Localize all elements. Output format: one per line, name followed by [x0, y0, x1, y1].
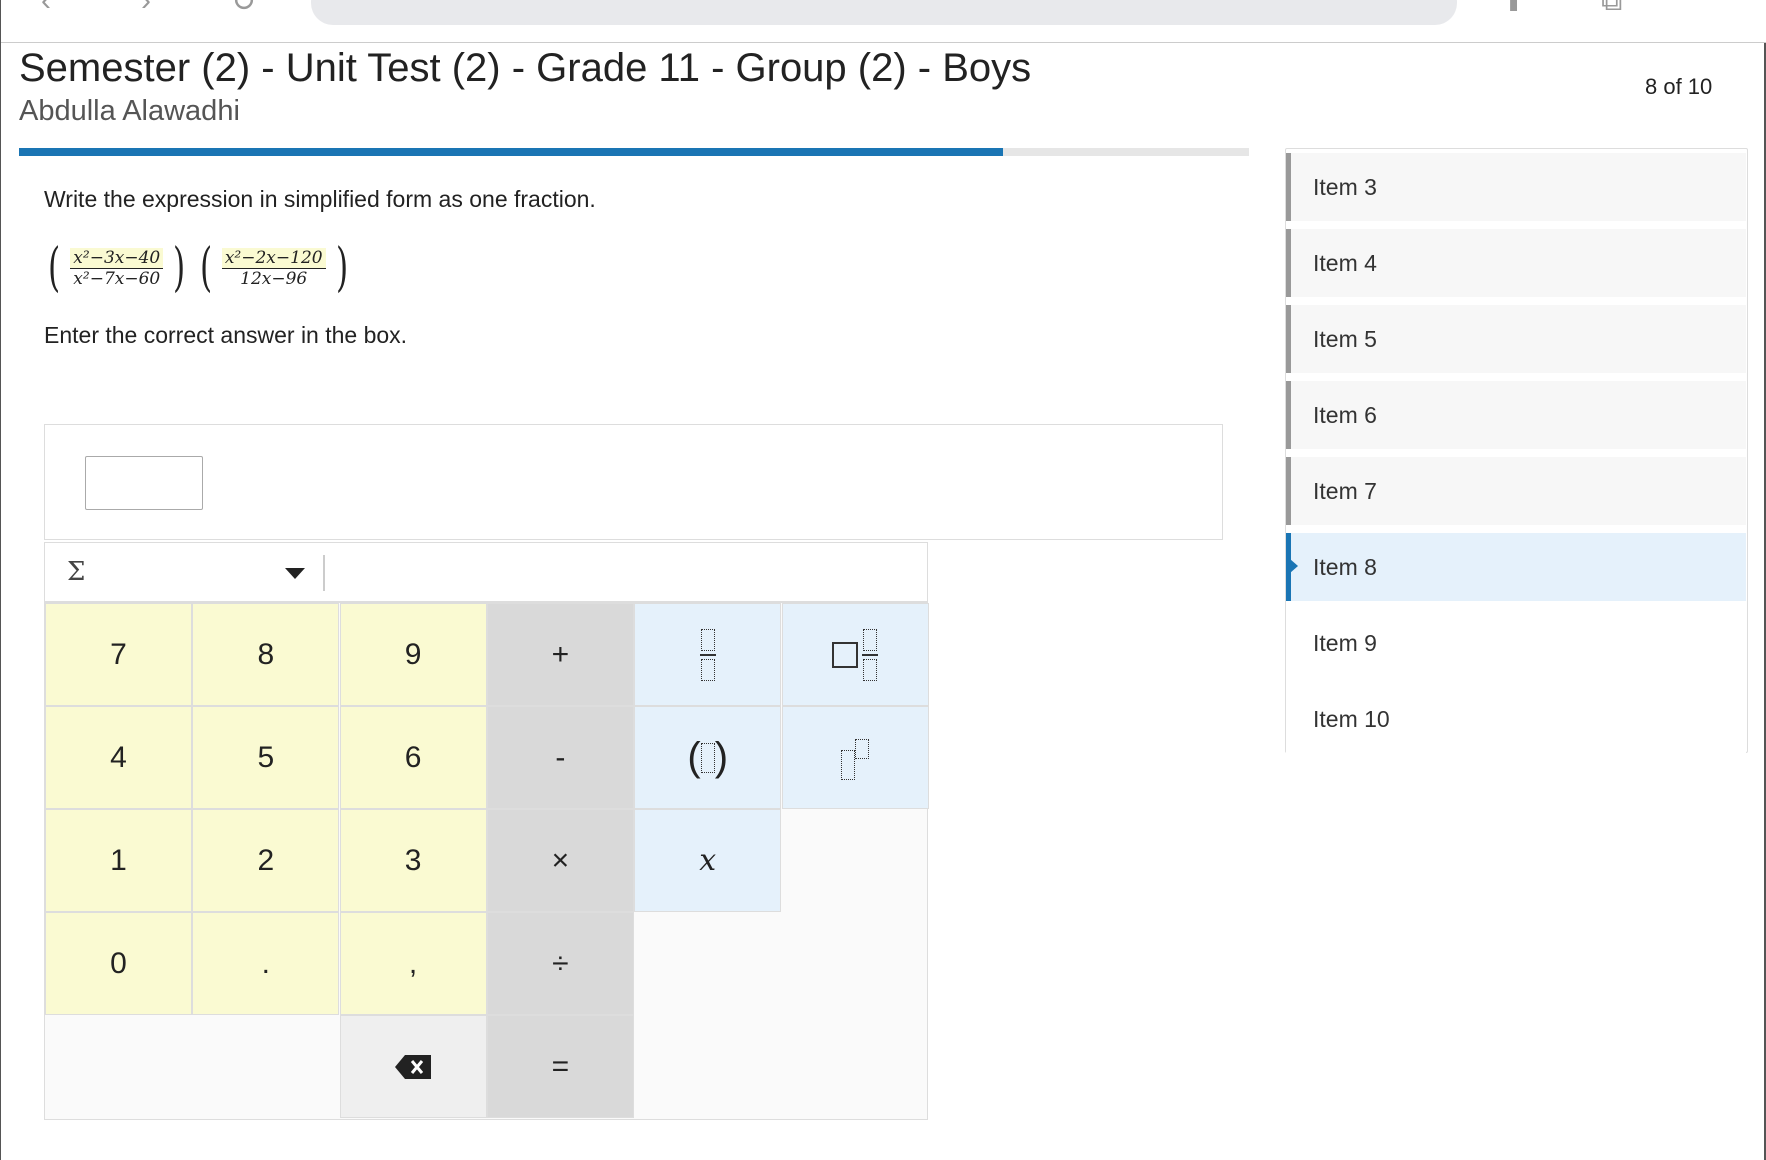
key-11[interactable]: × [486, 809, 634, 912]
math-expression: ( x²−3x−40 x²−7x−60 )( x²−2x−120 12x−96 ) [48, 238, 348, 298]
nav-item[interactable]: Item 6 [1286, 381, 1746, 449]
key-9[interactable]: 2 [192, 809, 340, 912]
key-10[interactable]: 3 [339, 809, 487, 912]
nav-item-label: Item 10 [1313, 705, 1390, 732]
key-13[interactable]: . [192, 912, 340, 1015]
key-3[interactable]: + [486, 603, 634, 706]
symbol-menu[interactable]: Σ [67, 557, 86, 587]
forward-icon[interactable]: › [141, 0, 151, 17]
instruction: Enter the correct answer in the box. [44, 322, 408, 348]
nav-item-label: Item 7 [1313, 477, 1377, 504]
chevron-down-icon[interactable] [285, 568, 305, 579]
current-indicator-icon [1290, 559, 1298, 573]
nav-item-label: Item 6 [1313, 401, 1377, 428]
backspace-icon[interactable] [339, 1015, 487, 1118]
nav-item-label: Item 8 [1313, 553, 1377, 580]
key-1[interactable]: 8 [192, 603, 340, 706]
answer-panel [44, 424, 1223, 540]
key-15[interactable]: ÷ [486, 912, 634, 1015]
progress-fill [19, 148, 1003, 156]
denominator: 12x−96 [240, 268, 308, 289]
nav-item-label: Item 9 [1313, 629, 1377, 656]
nav-item[interactable]: Item 9 [1286, 609, 1746, 677]
key-6[interactable]: 6 [339, 706, 487, 809]
key-8[interactable]: 1 [45, 809, 192, 912]
address-bar[interactable] [311, 0, 1457, 25]
nav-item[interactable]: Item 3 [1286, 153, 1746, 221]
key-4[interactable]: 4 [45, 706, 192, 809]
reload-icon[interactable]: ↻ [231, 0, 257, 18]
nav-item-label: Item 3 [1313, 173, 1377, 200]
question-prompt: Write the expression in simplified form … [44, 186, 596, 212]
nav-item-label: Item 4 [1313, 249, 1377, 276]
nav-item[interactable]: Item 7 [1286, 457, 1746, 525]
denominator: x²−7x−60 [73, 268, 161, 289]
nav-item-label: Item 5 [1313, 325, 1377, 352]
key-2[interactable]: 9 [339, 603, 487, 706]
math-keypad: Σ 7 8 9 +4 5 6- 1 2 3 × 0., ÷ = () x [44, 542, 929, 1120]
nav-item[interactable]: Item 10 [1286, 685, 1746, 753]
key-5[interactable]: 5 [192, 706, 340, 809]
tabs-icon[interactable]: ⧉ [1601, 0, 1623, 17]
parentheses-template-icon[interactable]: () [634, 706, 782, 809]
fraction-template-icon[interactable] [634, 603, 782, 706]
nav-item[interactable]: Item 8 [1286, 533, 1746, 601]
exponent-template-icon[interactable] [781, 706, 929, 809]
back-icon[interactable]: ‹ [41, 0, 51, 17]
key-0[interactable]: 7 [45, 603, 192, 706]
progress-bar [19, 148, 1249, 156]
key-7[interactable]: - [486, 706, 634, 809]
nav-item[interactable]: Item 4 [1286, 229, 1746, 297]
fraction-1: x²−3x−40 x²−7x−60 [70, 247, 164, 289]
student-name: Abdulla Alawadhi [19, 95, 240, 127]
nav-item[interactable]: Item 5 [1286, 305, 1746, 373]
page-title: Semester (2) - Unit Test (2) - Grade 11 … [19, 46, 1032, 90]
numerator: x²−3x−40 [70, 247, 164, 269]
key-16[interactable]: = [486, 1015, 634, 1118]
item-navigator: Item 3 Item 4 Item 5 Item 6 Item 7 Item 8 Item… [1285, 148, 1748, 753]
share-icon[interactable]: ⬆ [1501, 0, 1527, 18]
key-12[interactable]: 0 [45, 912, 192, 1015]
question-counter: 8 of 10 [1645, 74, 1713, 99]
variable-x-key[interactable]: x [634, 809, 782, 912]
keypad-toolbar: Σ [45, 543, 927, 603]
key-14[interactable]: , [339, 912, 487, 1015]
numerator: x²−2x−120 [221, 247, 326, 269]
divider [323, 555, 325, 591]
browser-toolbar: ‹ › ↻ ⬆ ⧉ [1, 0, 1766, 43]
answer-input[interactable] [85, 456, 203, 510]
fraction-2: x²−2x−120 12x−96 [221, 247, 326, 289]
mixed-number-template-icon[interactable] [781, 603, 929, 706]
